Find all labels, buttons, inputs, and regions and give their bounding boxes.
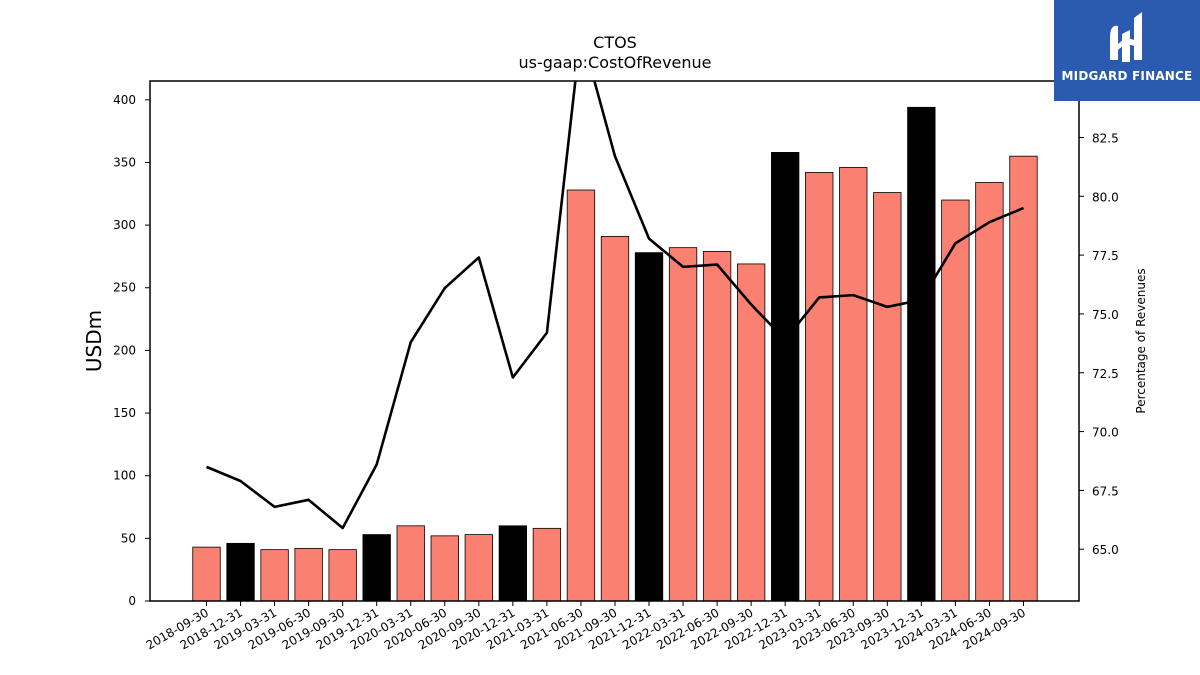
y2-tick-label: 82.5 xyxy=(1092,131,1119,145)
bar-2022-12-31 xyxy=(771,152,800,602)
bar-2023-03-31 xyxy=(805,172,834,602)
y2-tick-label: 77.5 xyxy=(1092,249,1119,263)
chart-subtitle: us-gaap:CostOfRevenue xyxy=(518,53,711,72)
y-tick-label: 150 xyxy=(113,406,136,420)
bar-2019-12-31 xyxy=(362,534,391,602)
bar-2022-09-30 xyxy=(736,263,766,602)
bar-2023-06-30 xyxy=(839,167,868,602)
y2-tick-label: 72.5 xyxy=(1092,367,1119,381)
bar-2022-06-30 xyxy=(702,251,732,602)
bar-2020-09-30 xyxy=(464,534,493,602)
bar-2021-06-30 xyxy=(566,189,596,602)
y2-tick-label: 70.0 xyxy=(1092,426,1119,440)
y-tick-label: 0 xyxy=(128,594,136,608)
bar-2023-12-31 xyxy=(907,106,936,602)
bar-2020-03-31 xyxy=(396,525,425,602)
y2-tick-label: 65.0 xyxy=(1092,543,1119,557)
y2-tick-label: 75.0 xyxy=(1092,308,1119,322)
bar-2019-09-30 xyxy=(328,549,357,602)
y-tick-label: 50 xyxy=(121,531,136,545)
y2-tick-label: 67.5 xyxy=(1092,484,1119,498)
y-tick-label: 300 xyxy=(113,218,136,232)
bar-2019-06-30 xyxy=(294,547,323,602)
y-tick-label: 350 xyxy=(113,155,136,169)
y-axis-label: USDm xyxy=(82,310,106,372)
percentage-line xyxy=(206,81,1024,530)
y-tick-label: 200 xyxy=(113,343,136,357)
bar-2021-09-30 xyxy=(600,235,630,602)
bar-2023-09-30 xyxy=(873,192,902,602)
logo-text: MIDGARD FINANCE xyxy=(1061,69,1193,83)
bar-2018-12-31 xyxy=(226,542,255,602)
bar-2020-06-30 xyxy=(430,535,459,602)
bar-2024-03-31 xyxy=(941,199,970,602)
bar-2019-03-31 xyxy=(260,549,289,602)
logo-mark-icon xyxy=(1110,12,1142,62)
y2-axis-label: Percentage of Revenues xyxy=(1134,268,1148,413)
y-tick-label: 400 xyxy=(113,93,136,107)
bar-2018-09-30 xyxy=(192,546,221,602)
y-tick-label: 100 xyxy=(113,469,136,483)
midgard-finance-logo: MIDGARD FINANCE xyxy=(1054,0,1200,101)
bar-2021-03-31 xyxy=(532,527,562,602)
chart-title: CTOS xyxy=(593,33,637,52)
bar-2022-03-31 xyxy=(668,247,698,602)
bar-2021-12-31 xyxy=(634,252,664,602)
bar-2020-12-31 xyxy=(498,525,528,602)
bar-2024-09-30 xyxy=(1009,155,1038,602)
y-tick-label: 250 xyxy=(113,281,136,295)
y2-tick-label: 80.0 xyxy=(1092,190,1119,204)
bar-2024-06-30 xyxy=(975,182,1004,602)
